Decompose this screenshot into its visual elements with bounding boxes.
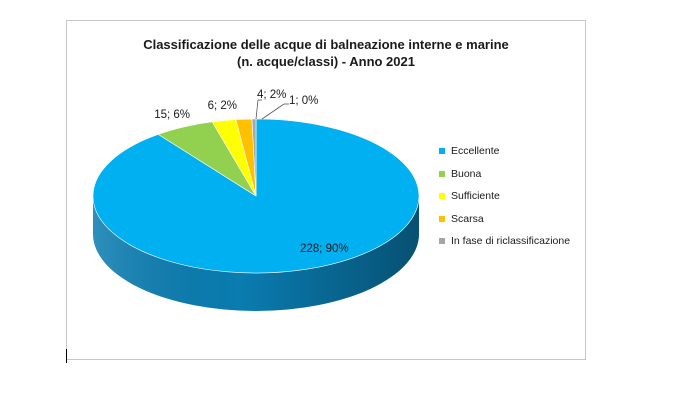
data-label-2: 6; 2% bbox=[208, 100, 237, 112]
legend-item-buona: Buona bbox=[439, 163, 570, 186]
pie-side-shade bbox=[93, 196, 419, 311]
legend-label: Eccellente bbox=[451, 145, 500, 158]
legend-label: In fase di riclassificazione bbox=[451, 235, 571, 248]
legend-swatch bbox=[439, 238, 445, 245]
legend-item-in-fase: In fase di riclassificazione bbox=[439, 230, 570, 253]
legend-swatch bbox=[439, 193, 445, 200]
chart-title: Classificazione delle acque di balneazio… bbox=[143, 37, 509, 52]
legend-label: Sufficiente bbox=[451, 190, 500, 203]
data-labels: 228; 90% 15; 6% 6; 2% 4; 2% 1; 0% bbox=[154, 89, 348, 255]
chart-legend: Eccellente Buona Sufficiente Scarsa In f… bbox=[439, 140, 570, 253]
legend-label: Scarsa bbox=[451, 212, 484, 225]
leader-line-0 bbox=[255, 99, 259, 120]
legend-item-scarsa: Scarsa bbox=[439, 208, 570, 231]
chart-subtitle: (n. acque/classi) - Anno 2021 bbox=[237, 54, 415, 69]
data-label-1: 15; 6% bbox=[154, 109, 190, 121]
legend-swatch bbox=[439, 148, 445, 155]
legend-swatch bbox=[439, 215, 445, 222]
data-label-4: 1; 0% bbox=[289, 95, 318, 107]
legend-item-eccellente: Eccellente bbox=[439, 140, 570, 163]
pie-slice-in-fase-di-riclassificazione bbox=[251, 118, 257, 197]
legend-item-sufficiente: Sufficiente bbox=[439, 185, 570, 208]
text-cursor bbox=[66, 349, 67, 363]
pie-top bbox=[92, 118, 420, 274]
legend-swatch bbox=[439, 170, 445, 177]
data-label-3: 4; 2% bbox=[257, 89, 286, 101]
legend-label: Buona bbox=[451, 167, 482, 180]
leader-line-2 bbox=[261, 103, 285, 120]
data-label-0: 228; 90% bbox=[300, 243, 349, 255]
